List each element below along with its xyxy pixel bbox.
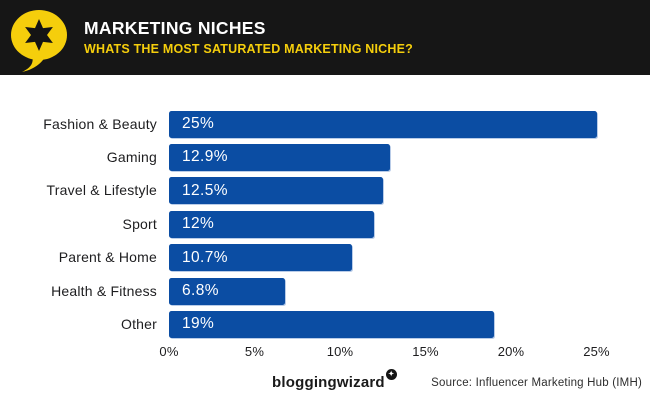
chart-row: Gaming 12.9%	[0, 143, 650, 171]
category-label: Other	[120, 315, 157, 332]
value-label: 10.7%	[182, 248, 228, 266]
bar: 10.7%	[169, 244, 352, 272]
chart-row: Sport 12%	[0, 210, 650, 238]
value-label: 6.8%	[182, 282, 219, 299]
x-tick: 5%	[244, 344, 265, 359]
x-tick: 25%	[583, 344, 610, 359]
chart-row: Parent & Home 10.7%	[0, 244, 650, 272]
value-label: 25%	[182, 115, 215, 132]
star-badge-icon: ✦	[385, 369, 397, 380]
source-attribution: Source: Influencer Marketing Hub (IMH)	[431, 377, 642, 389]
chart-row: Health & Fitness 6.8%	[0, 277, 650, 305]
header-banner: MARKETING NICHES WHATS THE MOST SATURATE…	[0, 0, 650, 75]
speech-bubble-star-icon	[11, 10, 67, 72]
bar: 19%	[169, 310, 494, 338]
brand-text: bloggingwizard	[272, 374, 385, 391]
bar: 12%	[169, 210, 375, 238]
category-label: Fashion & Beauty	[43, 115, 157, 132]
chart-row: Travel & Lifestyle 12.5%	[0, 177, 650, 205]
chart-title: MARKETING NICHES	[84, 18, 266, 38]
category-label: Parent & Home	[58, 249, 157, 266]
x-tick: 0%	[159, 344, 179, 359]
category-label: Gaming	[106, 148, 157, 165]
value-label: 12%	[182, 215, 215, 233]
category-label: Travel & Lifestyle	[46, 182, 157, 199]
bar: 12.9%	[169, 143, 390, 171]
bloggingwizard-logo: bloggingwizard ✦	[272, 369, 397, 391]
chart-row: Other 19%	[0, 310, 650, 338]
x-tick: 15%	[412, 344, 439, 359]
x-tick: 10%	[326, 344, 354, 359]
bar: 12.5%	[169, 177, 383, 205]
chart-subtitle: WHATS THE MOST SATURATED MARKETING NICHE…	[84, 42, 414, 56]
bar: 6.8%	[169, 277, 286, 305]
value-label: 12.5%	[182, 181, 228, 199]
header-text: MARKETING NICHES WHATS THE MOST SATURATE…	[84, 18, 413, 56]
category-label: Health & Fitness	[51, 282, 157, 299]
chart-row: Fashion & Beauty 25%	[0, 110, 650, 138]
bar: 25%	[169, 110, 597, 138]
value-label: 12.9%	[182, 148, 228, 166]
category-label: Sport	[122, 215, 157, 232]
value-label: 19%	[182, 315, 215, 333]
x-tick: 20%	[497, 344, 525, 359]
